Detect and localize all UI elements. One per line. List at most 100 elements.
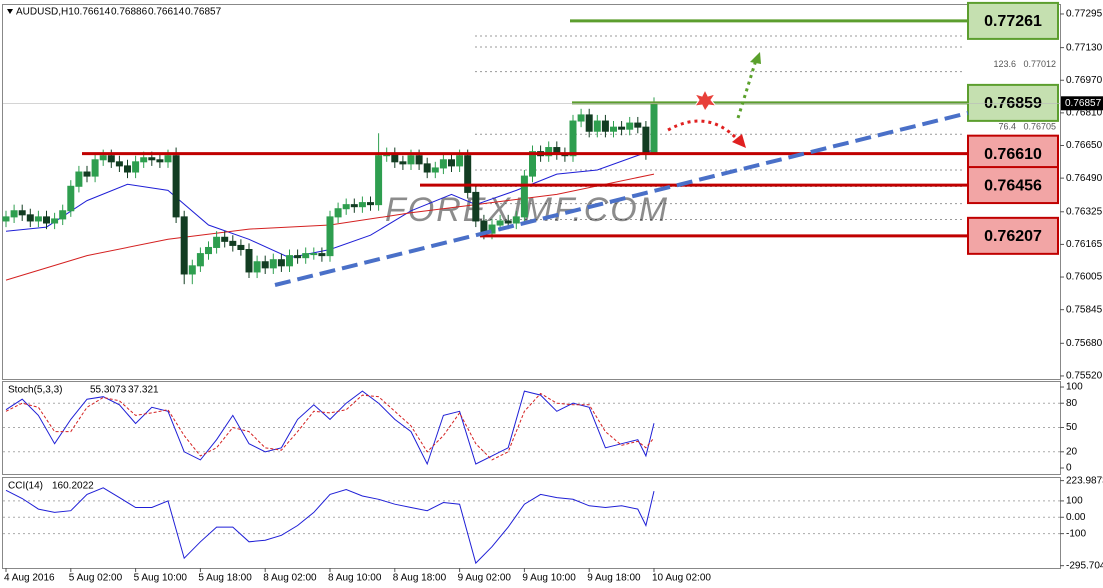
indicator-line	[5, 392, 655, 461]
candle-body	[99, 155, 107, 161]
candle-body	[626, 122, 634, 130]
level-box	[967, 83, 1059, 122]
symbol: AUDUSD,H1	[16, 7, 74, 18]
y-tick-label: 0.75845	[1066, 304, 1103, 315]
candle-body	[634, 122, 642, 128]
x-tick-label: 10 Aug 02:00	[652, 573, 711, 584]
candle-body	[172, 155, 180, 218]
price-layer: 123.60.7701276.40.76705FOREXIMF.COM0.772…	[2, 1, 1103, 285]
candle-body	[294, 255, 302, 259]
menu-arrow	[7, 9, 13, 14]
y-tick-label: 0.76490	[1066, 173, 1103, 184]
candle-body	[367, 202, 374, 206]
candle-body	[2, 216, 10, 222]
candle-body	[618, 126, 626, 130]
level-label: 0.76610	[984, 146, 1042, 163]
candle-body	[310, 253, 318, 256]
y-tick-label: -100	[1066, 528, 1086, 539]
candle-body	[504, 220, 512, 224]
x-tick-label: 8 Aug 18:00	[393, 573, 447, 584]
candle-body	[196, 253, 204, 267]
fib-ratio: 76.4	[998, 122, 1016, 132]
candle-body	[585, 114, 593, 132]
x-tick-label: 9 Aug 10:00	[522, 573, 576, 584]
candle-body	[472, 191, 480, 222]
candle-body	[156, 159, 164, 163]
candle-body	[245, 249, 253, 273]
y-tick-label: 100	[1066, 496, 1083, 507]
candle-body	[83, 171, 91, 177]
candle-body	[59, 210, 67, 220]
arrow-up	[736, 59, 758, 119]
fib-ratio: 123.6	[993, 59, 1016, 69]
candle-body	[253, 261, 261, 273]
indicator-line	[5, 487, 655, 565]
y-tick-label: 80	[1066, 398, 1078, 409]
x-tick-label: 9 Aug 02:00	[458, 573, 512, 584]
y-tick-label: 0.77130	[1066, 42, 1103, 53]
y-tick-label: 0.76810	[1066, 108, 1103, 119]
y-tick-label: 0.76325	[1066, 206, 1103, 217]
candle-body	[464, 155, 472, 193]
candle-body	[67, 185, 75, 212]
cci-value: 160.2022	[52, 481, 94, 492]
candle-body	[350, 204, 358, 208]
candle-body	[520, 175, 528, 218]
candle-body	[610, 126, 617, 132]
candle-body	[456, 155, 464, 167]
y-tick-label: 223.9873	[1066, 475, 1103, 486]
y-tick-label: 0.76005	[1066, 272, 1103, 283]
level-label: 0.76207	[984, 228, 1042, 245]
arrow-down	[667, 119, 740, 142]
x-tick-label: 5 Aug 02:00	[69, 573, 123, 584]
x-tick-label: 9 Aug 18:00	[587, 573, 641, 584]
level-box	[967, 216, 1059, 255]
candle-body	[650, 102, 658, 154]
y-tick-label: 100	[1066, 382, 1083, 393]
x-tick-label: 8 Aug 02:00	[263, 573, 317, 584]
candle-body	[431, 167, 439, 173]
y-tick-label: 0.76165	[1066, 239, 1103, 250]
cci-panel	[2, 477, 1061, 569]
header-low: 0.76614	[148, 7, 185, 18]
candle-body	[488, 224, 496, 234]
y-tick-label: 0.76970	[1066, 75, 1103, 86]
break-star	[693, 88, 718, 112]
candle-body	[34, 216, 42, 222]
y-tick-label: 0.75520	[1066, 371, 1103, 382]
stoch-signal-value: 37.321	[128, 385, 159, 396]
candle-body	[545, 147, 553, 157]
candle-body	[213, 236, 221, 248]
candle-body	[107, 155, 115, 163]
stoch-main-value: 55.3073	[90, 385, 127, 396]
trend-line	[274, 111, 969, 287]
candle-body	[148, 157, 156, 161]
candle-body	[601, 120, 609, 132]
candle-body	[593, 120, 601, 132]
y-tick-label: 0	[1066, 463, 1072, 474]
candle-body	[124, 165, 131, 173]
arrow-up-head	[750, 52, 761, 64]
header-high: 0.76886	[111, 7, 148, 18]
candle-body	[75, 171, 83, 187]
candle-body	[407, 155, 415, 165]
candle-body	[43, 216, 50, 224]
candle-body	[439, 159, 447, 169]
candle-body	[51, 218, 59, 224]
x-tick-label: 4 Aug 2016	[4, 573, 55, 584]
x-tick-label: 5 Aug 18:00	[198, 573, 252, 584]
candle-body	[496, 220, 504, 226]
current-price-box	[1061, 96, 1103, 111]
candle-body	[164, 155, 172, 163]
candle-body	[399, 161, 407, 165]
level-label: 0.77261	[984, 13, 1042, 30]
candle-body	[318, 253, 326, 257]
candle-body	[577, 114, 585, 122]
candle-body	[140, 157, 148, 163]
cci-title: CCI(14)	[8, 481, 43, 492]
level-box	[967, 166, 1059, 205]
candle-body	[342, 204, 350, 210]
candle-body	[375, 155, 383, 206]
